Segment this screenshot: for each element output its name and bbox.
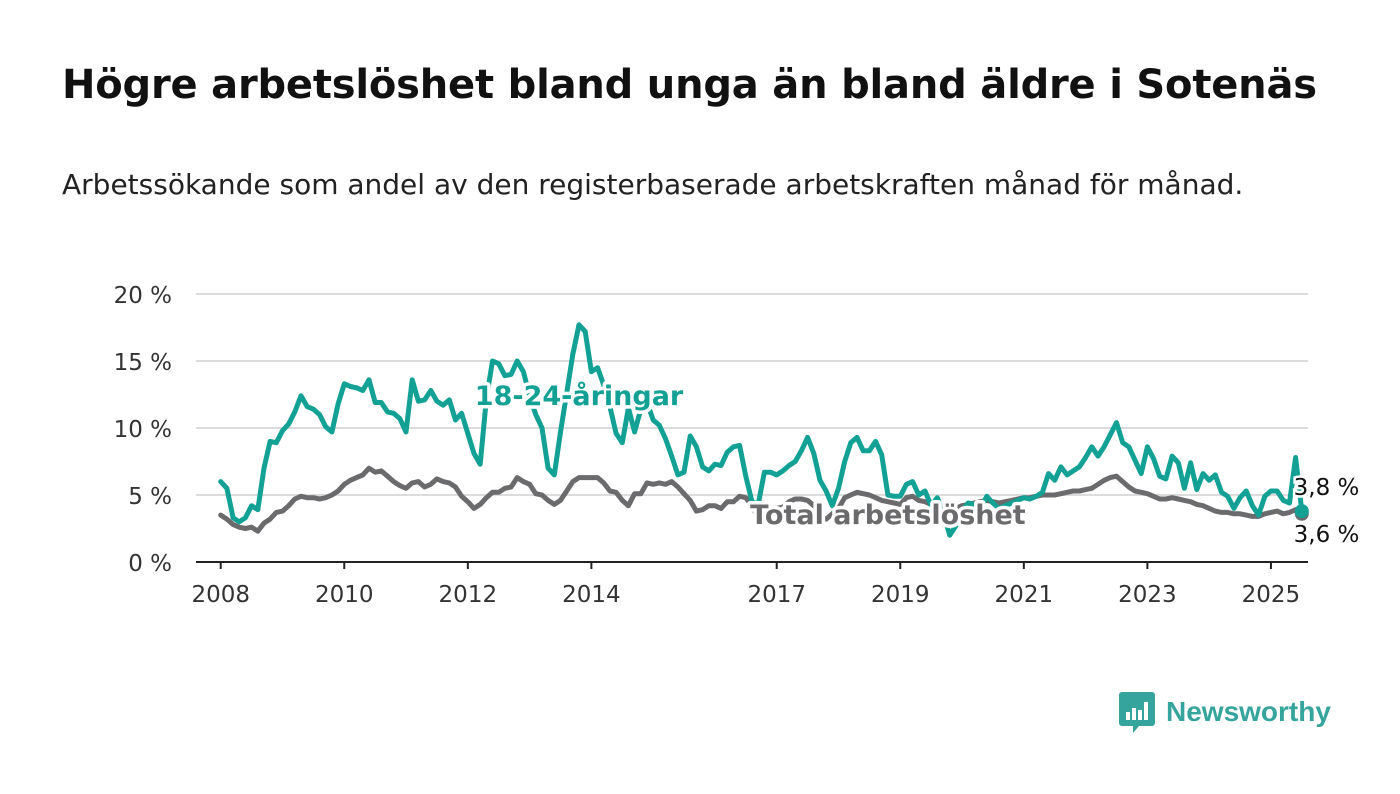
bar-chart-speech-bubble-icon xyxy=(1119,692,1155,733)
x-tick-label: 2023 xyxy=(1118,582,1177,608)
x-tick-label: 2008 xyxy=(191,582,250,608)
logo-text: Newsworthy xyxy=(1166,696,1331,727)
x-tick-label: 2019 xyxy=(871,582,930,608)
end-value-label: 3,6 % xyxy=(1294,522,1360,548)
series-line xyxy=(218,322,1305,538)
y-axis-ticks: 0 % 5 % 10 % 15 % 20 % xyxy=(114,283,172,577)
x-tick-label: 2010 xyxy=(315,582,374,608)
x-tick-label: 2025 xyxy=(1242,582,1301,608)
x-tick-label: 2012 xyxy=(439,582,498,608)
y-tick-label: 20 % xyxy=(114,283,172,309)
series-name-label: 18-24-åringar xyxy=(475,380,684,412)
series-name-label: Total arbetslöshet xyxy=(750,500,1026,531)
newsworthy-logo: Newsworthy xyxy=(1118,690,1331,734)
series-end-point xyxy=(1294,504,1309,519)
chart-subtitle: Arbetssökande som andel av den registerb… xyxy=(62,168,1244,201)
series-lines xyxy=(218,322,1309,538)
end-value-label: 3,8 % xyxy=(1294,475,1360,501)
y-tick-label: 10 % xyxy=(114,417,172,443)
series-labels: 18-24-åringar Total arbetslöshet 3,8 % 3,6 … xyxy=(471,377,1362,551)
chart-title: Högre arbetslöshet bland unga än bland ä… xyxy=(62,62,1317,108)
x-tick-label: 2017 xyxy=(747,582,806,608)
x-axis-ticks: 2008 2010 2012 2014 2017 2019 2021 2023 2025 xyxy=(191,561,1308,608)
x-tick-label: 2014 xyxy=(562,582,621,608)
y-tick-label: 15 % xyxy=(114,350,172,376)
y-tick-label: 0 % xyxy=(128,551,172,577)
series-line xyxy=(218,465,1305,534)
x-tick-label: 2021 xyxy=(995,582,1054,608)
y-tick-label: 5 % xyxy=(128,484,172,510)
